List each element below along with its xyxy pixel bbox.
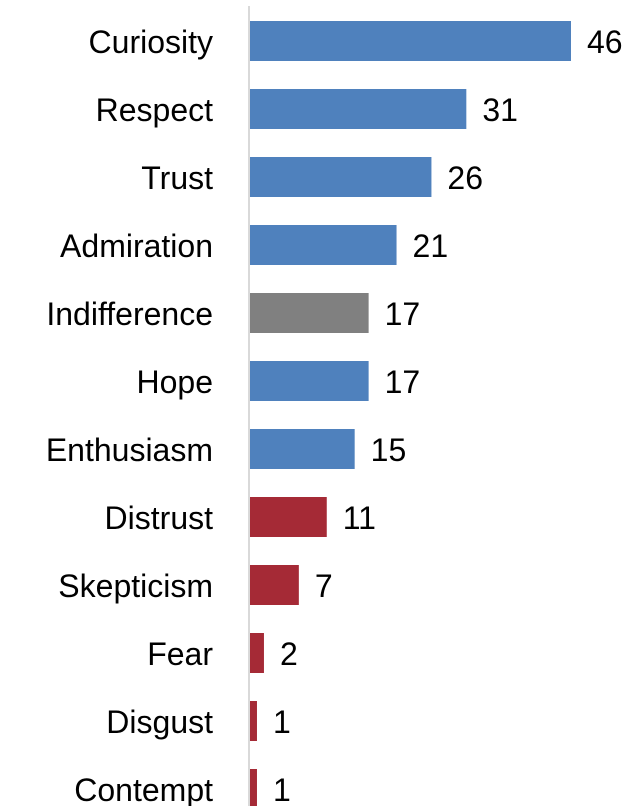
category-label-disgust: Disgust	[106, 704, 213, 740]
bar-disgust	[250, 701, 257, 741]
bar-hope	[250, 361, 369, 401]
value-label-distrust: 11	[343, 500, 376, 536]
category-labels-layer: Curiosity Respect Trust Admiration Indiffere…	[46, 24, 214, 806]
category-label-admiration: Admiration	[60, 228, 213, 264]
value-label-trust: 26	[447, 160, 483, 196]
value-label-respect: 31	[482, 92, 518, 128]
bar-fear	[250, 633, 264, 673]
category-label-trust: Trust	[141, 160, 213, 196]
category-label-skepticism: Skepticism	[58, 568, 213, 604]
bar-enthusiasm	[250, 429, 355, 469]
bar-contempt	[250, 769, 257, 806]
category-label-distrust: Distrust	[105, 500, 214, 536]
category-label-respect: Respect	[96, 92, 214, 128]
bars-layer	[250, 21, 571, 806]
value-label-skepticism: 7	[315, 568, 333, 604]
bar-trust	[250, 157, 432, 197]
category-label-indifference: Indifference	[46, 296, 213, 332]
category-label-fear: Fear	[147, 636, 213, 672]
category-label-contempt: Contempt	[74, 772, 213, 806]
value-label-hope: 17	[385, 364, 421, 400]
value-label-contempt: 1	[273, 772, 291, 806]
value-label-admiration: 21	[413, 228, 449, 264]
value-label-fear: 2	[280, 636, 298, 672]
bar-curiosity	[250, 21, 571, 61]
bar-distrust	[250, 497, 327, 537]
value-label-disgust: 1	[273, 704, 291, 740]
bar-skepticism	[250, 565, 299, 605]
value-label-enthusiasm: 15	[371, 432, 407, 468]
bar-indifference	[250, 293, 369, 333]
bar-admiration	[250, 225, 397, 265]
value-label-indifference: 17	[385, 296, 421, 332]
category-label-enthusiasm: Enthusiasm	[46, 432, 213, 468]
value-label-curiosity: 46	[587, 24, 623, 60]
category-label-hope: Hope	[137, 364, 214, 400]
category-label-curiosity: Curiosity	[89, 24, 213, 60]
bar-respect	[250, 89, 467, 129]
